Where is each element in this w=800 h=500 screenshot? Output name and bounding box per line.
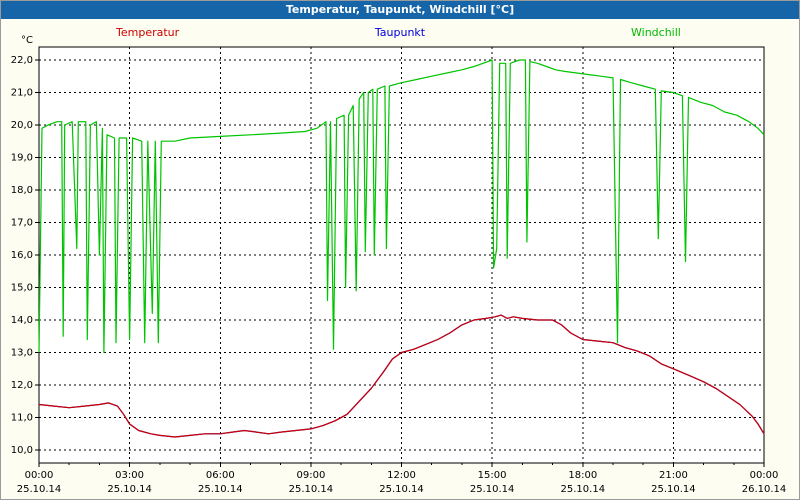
svg-text:09:00: 09:00 [296, 470, 325, 481]
svg-text:12,0: 12,0 [11, 380, 33, 391]
svg-text:18,0: 18,0 [11, 185, 33, 196]
svg-text:13,0: 13,0 [11, 348, 33, 359]
svg-text:25.10.14: 25.10.14 [289, 484, 334, 495]
svg-text:25.10.14: 25.10.14 [379, 484, 424, 495]
svg-text:03:00: 03:00 [115, 470, 144, 481]
svg-text:19,0: 19,0 [11, 153, 33, 164]
svg-text:15:00: 15:00 [478, 470, 507, 481]
svg-text:25.10.14: 25.10.14 [651, 484, 696, 495]
legend-temperatur: Temperatur [116, 26, 180, 39]
svg-text:11,0: 11,0 [11, 413, 33, 424]
svg-text:22,0: 22,0 [11, 55, 33, 66]
svg-text:17,0: 17,0 [11, 218, 33, 229]
svg-text:25.10.14: 25.10.14 [470, 484, 515, 495]
svg-text:10,0: 10,0 [11, 445, 33, 456]
svg-text:12:00: 12:00 [387, 470, 416, 481]
svg-text:06:00: 06:00 [206, 470, 235, 481]
svg-text:15,0: 15,0 [11, 283, 33, 294]
svg-text:21,0: 21,0 [11, 88, 33, 99]
svg-text:21:00: 21:00 [659, 470, 688, 481]
svg-text:18:00: 18:00 [568, 470, 597, 481]
svg-text:16,0: 16,0 [11, 250, 33, 261]
svg-text:25.10.14: 25.10.14 [17, 484, 62, 495]
svg-text:25.10.14: 25.10.14 [107, 484, 152, 495]
title-bar: Temperatur, Taupunkt, Windchill [°C] [1, 1, 799, 19]
svg-text:°C: °C [21, 35, 33, 46]
legend-taupunkt: Taupunkt [374, 26, 426, 39]
svg-text:00:00: 00:00 [25, 470, 54, 481]
svg-text:20,0: 20,0 [11, 120, 33, 131]
legend-windchill: Windchill [631, 26, 681, 39]
svg-text:25.10.14: 25.10.14 [561, 484, 606, 495]
svg-text:26.10.14: 26.10.14 [742, 484, 787, 495]
svg-text:14,0: 14,0 [11, 315, 33, 326]
svg-text:00:00: 00:00 [750, 470, 779, 481]
svg-text:25.10.14: 25.10.14 [198, 484, 243, 495]
